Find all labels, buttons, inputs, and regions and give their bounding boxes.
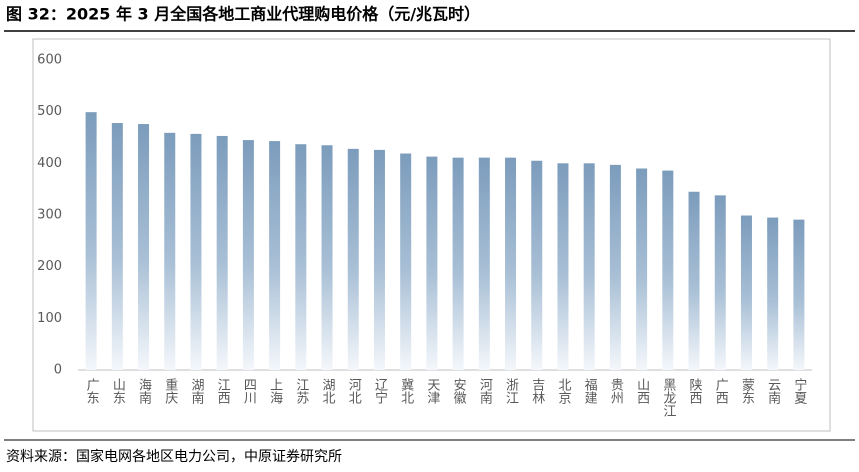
y-tick-label: 600 <box>37 53 62 68</box>
bar <box>400 153 412 370</box>
bar <box>426 156 438 370</box>
bar <box>714 195 726 370</box>
bar <box>164 132 176 370</box>
x-tick-label: 宁夏 <box>791 377 807 404</box>
x-tick-label: 山东 <box>110 378 126 404</box>
bar <box>373 149 385 370</box>
bar <box>609 164 621 370</box>
x-tick-label: 云南 <box>765 378 781 404</box>
bar <box>688 191 700 370</box>
x-tick-label: 黑龙江 <box>660 378 676 417</box>
x-tick-label: 安徽 <box>451 378 467 404</box>
bar <box>793 219 805 370</box>
x-tick-label: 陕西 <box>687 378 703 404</box>
bar <box>478 157 490 370</box>
x-tick-label: 冀北 <box>398 377 414 405</box>
bar <box>85 112 97 370</box>
bar <box>662 170 674 370</box>
bar <box>583 163 595 370</box>
x-tick-label: 北京 <box>555 378 571 404</box>
x-tick-label: 天津 <box>424 378 440 404</box>
y-tick-label: 500 <box>37 104 62 119</box>
bar <box>138 124 150 370</box>
bar <box>242 140 254 370</box>
bar <box>505 157 517 370</box>
x-tick-label: 四川 <box>241 378 257 404</box>
bar <box>531 160 543 370</box>
x-tick-label: 广东 <box>84 378 100 404</box>
x-tick-label: 海南 <box>136 378 152 404</box>
bar <box>740 215 752 370</box>
bar <box>452 157 464 370</box>
bar <box>295 144 307 370</box>
x-tick-label: 江西 <box>215 378 231 404</box>
x-tick-label: 江苏 <box>293 378 309 404</box>
bar <box>190 133 202 370</box>
chart-frame <box>32 38 831 432</box>
x-tick-label: 重庆 <box>162 377 178 404</box>
x-tick-label: 福建 <box>582 378 598 405</box>
bar <box>216 135 228 370</box>
bar <box>269 141 281 370</box>
y-tick-label: 0 <box>54 363 62 378</box>
y-tick-label: 400 <box>37 156 62 171</box>
x-tick-label: 湖南 <box>188 378 204 404</box>
x-tick-label: 山西 <box>634 378 650 404</box>
x-tick-label: 广西 <box>713 378 729 404</box>
chart-title: 图 32：2025 年 3 月全国各地工商业代理购电价格（元/兆瓦时） <box>6 5 480 24</box>
x-tick-label: 湖北 <box>320 378 336 405</box>
bar <box>347 148 359 370</box>
y-tick-label: 300 <box>37 208 62 223</box>
x-tick-label: 河北 <box>346 378 362 405</box>
x-tick-label: 吉林 <box>529 378 545 404</box>
x-tick-label: 浙江 <box>503 378 519 404</box>
x-tick-label: 辽宁 <box>372 378 388 404</box>
bar <box>636 168 648 370</box>
bar <box>111 123 123 371</box>
x-tick-label: 蒙东 <box>739 378 755 404</box>
x-tick-label: 贵州 <box>608 378 624 404</box>
source-note: 资料来源：国家电网各地区电力公司，中原证券研究所 <box>6 448 342 465</box>
x-tick-label: 上海 <box>267 378 283 404</box>
bar <box>767 217 779 370</box>
x-tick-label: 河南 <box>477 378 493 404</box>
y-tick-label: 200 <box>37 259 62 274</box>
bar <box>557 163 569 370</box>
bar <box>321 145 333 370</box>
y-tick-label: 100 <box>37 311 62 326</box>
